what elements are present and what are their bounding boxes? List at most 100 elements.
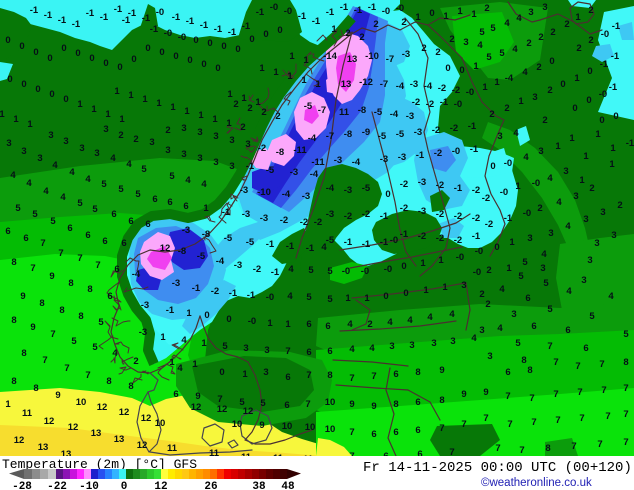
svg-text:3: 3 — [263, 367, 268, 378]
svg-text:1: 1 — [438, 255, 444, 266]
svg-text:3: 3 — [497, 131, 502, 142]
svg-text:-4: -4 — [132, 269, 141, 280]
svg-text:8: 8 — [59, 305, 64, 316]
svg-text:-1: -1 — [200, 20, 209, 31]
svg-text:8: 8 — [21, 348, 26, 359]
svg-text:-8: -8 — [358, 105, 366, 116]
svg-text:48: 48 — [281, 481, 295, 490]
svg-text:2: 2 — [367, 319, 372, 330]
svg-text:5: 5 — [306, 292, 312, 303]
svg-text:5: 5 — [518, 271, 524, 282]
svg-text:-1: -1 — [256, 7, 265, 18]
svg-text:7: 7 — [58, 248, 63, 259]
svg-text:2: 2 — [486, 265, 491, 276]
svg-text:-1: -1 — [192, 283, 201, 294]
svg-text:5: 5 — [543, 278, 549, 289]
svg-text:3: 3 — [528, 7, 533, 18]
svg-text:-1: -1 — [470, 144, 479, 155]
svg-text:2: 2 — [165, 125, 170, 136]
svg-text:5: 5 — [499, 48, 505, 59]
svg-text:-3: -3 — [418, 206, 426, 217]
svg-text:0: 0 — [145, 43, 150, 54]
svg-text:-7: -7 — [326, 131, 334, 142]
svg-text:9: 9 — [20, 291, 25, 302]
svg-text:0: 0 — [21, 79, 26, 90]
svg-text:2: 2 — [550, 27, 555, 38]
svg-text:2: 2 — [247, 103, 252, 114]
svg-text:-3: -3 — [141, 300, 149, 311]
svg-text:-1: -1 — [340, 2, 349, 13]
svg-text:-1: -1 — [222, 207, 231, 218]
svg-text:1: 1 — [184, 106, 190, 117]
svg-text:-1: -1 — [247, 290, 256, 301]
svg-text:-3: -3 — [344, 185, 352, 196]
svg-text:1: 1 — [494, 77, 500, 88]
svg-text:-0: -0 — [500, 187, 508, 198]
svg-text:-1: -1 — [504, 213, 513, 224]
svg-text:5: 5 — [490, 23, 496, 34]
svg-text:0: 0 — [383, 291, 388, 302]
svg-text:1: 1 — [457, 6, 463, 17]
svg-text:2: 2 — [133, 134, 138, 145]
svg-text:7: 7 — [42, 355, 47, 366]
svg-text:2: 2 — [536, 62, 541, 73]
svg-text:7: 7 — [371, 371, 376, 382]
svg-text:9: 9 — [439, 365, 444, 376]
svg-text:2: 2 — [275, 111, 280, 122]
svg-text:1: 1 — [303, 55, 309, 66]
svg-text:-8: -8 — [178, 246, 186, 257]
svg-text:2: 2 — [401, 17, 406, 28]
svg-text:0: 0 — [235, 44, 240, 55]
svg-text:3: 3 — [389, 341, 394, 352]
svg-text:0: 0 — [429, 8, 434, 19]
svg-text:4: 4 — [556, 197, 562, 208]
svg-text:3: 3 — [532, 92, 537, 103]
svg-text:1: 1 — [128, 90, 134, 101]
svg-text:1: 1 — [198, 110, 204, 121]
svg-text:-1: -1 — [626, 138, 634, 149]
svg-text:2: 2 — [133, 356, 138, 367]
svg-text:4: 4 — [185, 175, 191, 186]
svg-text:1: 1 — [259, 63, 265, 74]
svg-text:1: 1 — [201, 338, 207, 349]
svg-text:6: 6 — [145, 219, 150, 230]
svg-text:2: 2 — [240, 122, 245, 133]
svg-text:0: 0 — [103, 58, 108, 69]
svg-text:-11: -11 — [311, 157, 325, 168]
svg-text:1: 1 — [169, 357, 175, 368]
svg-text:2: 2 — [484, 3, 489, 14]
svg-text:-3: -3 — [182, 225, 190, 236]
svg-text:4: 4 — [608, 291, 614, 302]
svg-text:-3: -3 — [139, 327, 147, 338]
svg-text:-7: -7 — [318, 105, 326, 116]
svg-text:5: 5 — [71, 336, 77, 347]
svg-text:4: 4 — [347, 319, 353, 330]
svg-text:0: 0 — [401, 261, 406, 272]
svg-text:10: 10 — [325, 424, 336, 435]
svg-text:2: 2 — [435, 47, 440, 58]
svg-text:-9: -9 — [362, 127, 370, 138]
svg-text:4: 4 — [288, 264, 294, 275]
svg-text:8: 8 — [39, 298, 44, 309]
svg-text:7: 7 — [95, 260, 100, 271]
svg-text:-3: -3 — [234, 260, 242, 271]
svg-text:3: 3 — [229, 161, 234, 172]
svg-text:6: 6 — [5, 226, 10, 237]
svg-text:-5: -5 — [396, 129, 405, 140]
svg-text:1: 1 — [509, 237, 515, 248]
svg-text:5: 5 — [623, 329, 629, 340]
svg-text:-3: -3 — [418, 177, 426, 188]
svg-text:1: 1 — [583, 151, 589, 162]
svg-text:-2: -2 — [300, 217, 308, 228]
svg-text:-1: -1 — [142, 13, 151, 24]
svg-text:12: 12 — [119, 407, 130, 418]
svg-text:6: 6 — [417, 449, 422, 460]
svg-text:1: 1 — [506, 263, 512, 274]
svg-text:1: 1 — [0, 109, 5, 120]
svg-text:7: 7 — [599, 359, 604, 370]
svg-text:-1: -1 — [114, 4, 123, 15]
svg-text:-1: -1 — [306, 243, 315, 254]
svg-text:-1: -1 — [229, 288, 238, 299]
svg-text:3: 3 — [213, 131, 218, 142]
svg-text:7: 7 — [64, 363, 69, 374]
